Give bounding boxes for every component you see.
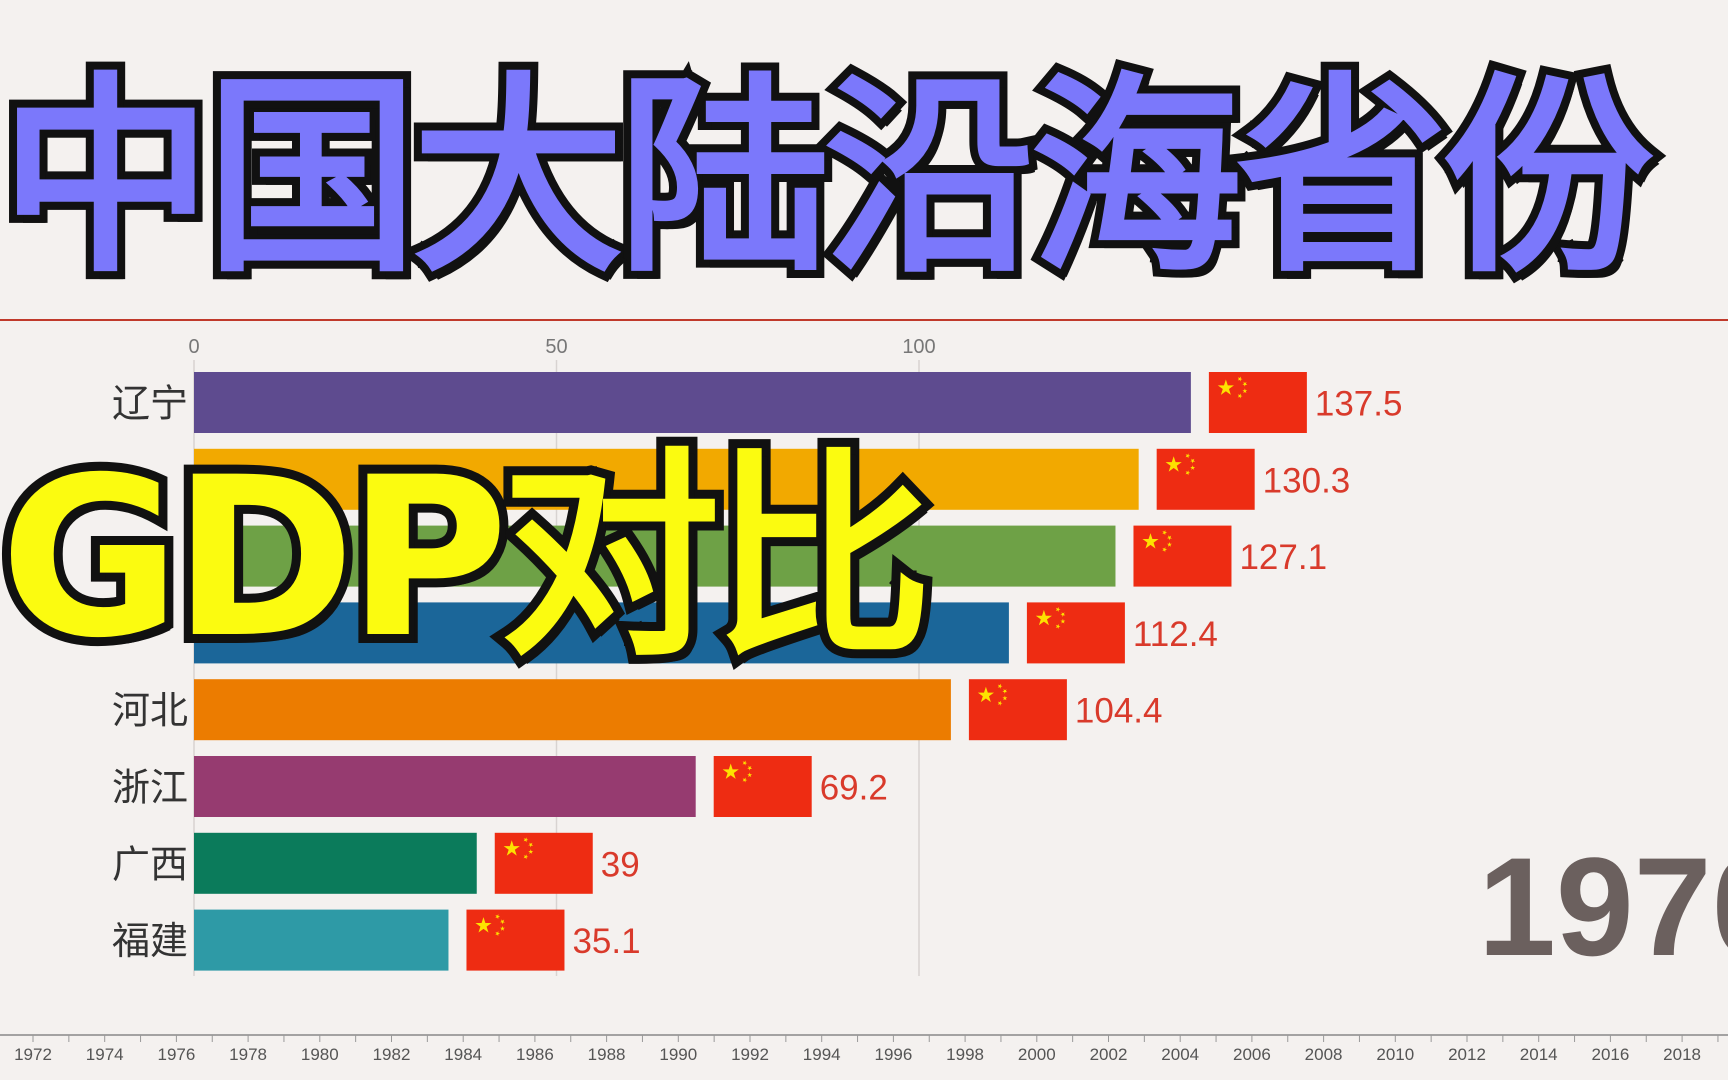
x-tick-label: 50 [545,336,567,358]
timeline-year-label[interactable]: 2002 [1090,1045,1128,1064]
flags-group [466,372,1307,971]
timeline-year-label[interactable]: 1990 [659,1045,697,1064]
timeline-year-label[interactable]: 1980 [301,1045,339,1064]
china-flag-icon [713,756,812,817]
timeline-year-label[interactable]: 1986 [516,1045,554,1064]
value-label: 35.1 [572,922,640,961]
timeline-year-label[interactable]: 1994 [803,1045,841,1064]
timeline-year-label[interactable]: 1984 [444,1045,482,1064]
timeline-year-label[interactable]: 2016 [1591,1045,1629,1064]
timeline-year-label[interactable]: 2014 [1520,1045,1558,1064]
category-label: 浙江 [112,766,188,810]
timeline-year-label[interactable]: 2010 [1376,1045,1414,1064]
timeline-year-label[interactable]: 1996 [874,1045,912,1064]
year-label: 1970 [1478,828,1728,985]
timeline-year-label[interactable]: 2004 [1161,1045,1199,1064]
bars-group [194,372,1191,971]
china-flag-icon [466,909,565,971]
value-label: 112.4 [1133,615,1218,654]
x-tick-label: 0 [188,336,199,358]
x-tick-label: 100 [902,336,935,358]
timeline-year-label[interactable]: 1978 [229,1045,267,1064]
bar [194,448,1139,510]
timeline-year-label[interactable]: 1988 [588,1045,626,1064]
bar [194,525,1116,587]
bar [194,832,477,894]
china-flag-icon [968,679,1067,741]
timeline-year-label[interactable]: 1998 [946,1045,984,1064]
china-flag-icon [1208,372,1307,433]
timeline-year-label[interactable]: 2006 [1233,1045,1271,1064]
value-label: 104.4 [1075,692,1163,731]
category-label: 广西 [112,842,188,886]
category-label: 福建 [112,919,188,963]
bar [194,756,696,817]
timeline-axis: 1972 1974 1976 1978 1980 1982 1984 1986 1988 1990… [0,1034,1728,1064]
timeline-year-label[interactable]: 2000 [1018,1045,1056,1064]
timeline-year-label[interactable]: 2018 [1663,1045,1701,1064]
bar [194,679,951,741]
x-axis-ticks: 0 50 100 [188,336,935,358]
timeline-year-label[interactable]: 1974 [86,1045,124,1064]
category-label: 河北 [112,689,188,733]
china-flag-icon [1026,602,1125,664]
headline-title: 中国大陆沿海省份 [0,46,1662,309]
timeline-year-label[interactable]: 2008 [1305,1045,1343,1064]
timeline-year-label[interactable]: 1992 [731,1045,769,1064]
value-label: 127.1 [1239,538,1327,577]
timeline-year-label[interactable]: 2012 [1448,1045,1486,1064]
value-label: 130.3 [1263,461,1351,500]
value-label: 137.5 [1315,385,1403,424]
china-flag-icon [1156,448,1255,510]
bar [194,909,449,971]
timeline-year-label[interactable]: 1972 [14,1045,52,1064]
china-flag-icon [494,832,593,894]
value-label: 39 [601,845,640,884]
timeline-year-label[interactable]: 1976 [157,1045,195,1064]
china-flag-icon [1133,525,1232,587]
value-labels-group: 137.5 130.3 127.1 112.4 104.4 69.2 39 35.1 [572,385,1402,962]
bar [194,372,1191,433]
bar [194,602,1009,664]
timeline-year-label[interactable]: 1982 [373,1045,411,1064]
category-label: 辽宁 [112,382,188,426]
headline-subtitle: GDP对比 [0,421,941,695]
value-label: 69.2 [820,769,888,808]
